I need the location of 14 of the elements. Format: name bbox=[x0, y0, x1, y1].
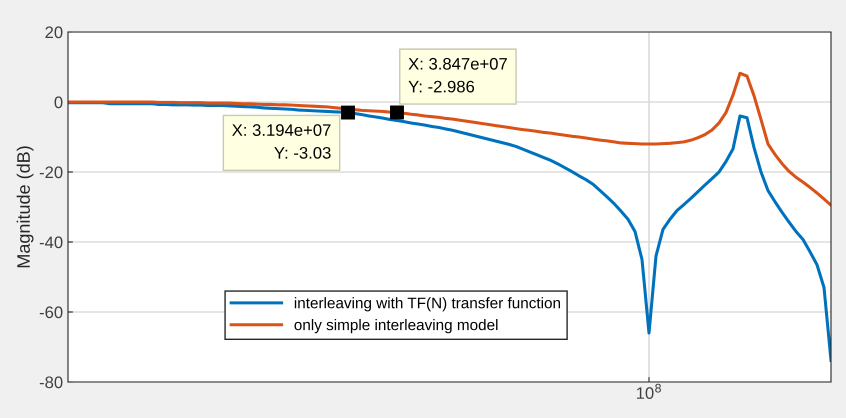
y-tick-label: -80 bbox=[40, 376, 62, 388]
legend-label: only simple interleaving model bbox=[294, 319, 498, 334]
line-series bbox=[68, 72, 831, 207]
y-tick-label: -40 bbox=[40, 236, 62, 248]
y-tick-label: -20 bbox=[40, 166, 62, 178]
y-tick-label: 20 bbox=[45, 26, 62, 38]
y-tick-label: 0 bbox=[54, 96, 62, 108]
legend-label: interleaving with TF(N) transfer function bbox=[294, 297, 560, 312]
y-axis-title: Magnitude (dB) bbox=[16, 146, 34, 268]
y-tick-label: -60 bbox=[40, 306, 62, 318]
data-label: X: 3.194e+07 Y: -3.03 bbox=[232, 124, 331, 159]
line-series bbox=[68, 101, 831, 362]
x-tick-label: 10$^{8}$ bbox=[636, 384, 661, 399]
data-label: X: 3.847e+07 Y: -2.986 bbox=[408, 58, 507, 92]
